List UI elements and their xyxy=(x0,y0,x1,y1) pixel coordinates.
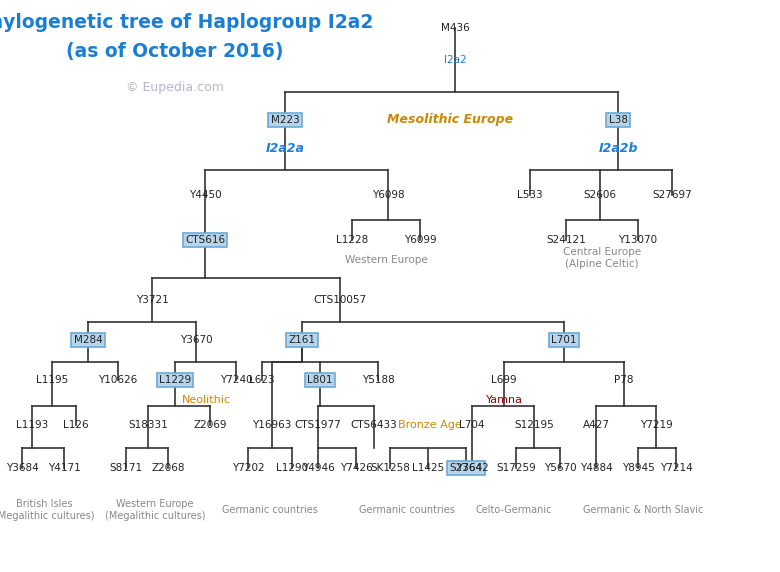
Text: Y7240: Y7240 xyxy=(220,375,252,385)
Text: Western Europe: Western Europe xyxy=(345,255,427,265)
Text: © Eupedia.com: © Eupedia.com xyxy=(126,81,224,94)
Text: Germanic countries: Germanic countries xyxy=(359,505,455,515)
Text: Y3721: Y3721 xyxy=(136,295,168,305)
Text: L623: L623 xyxy=(249,375,275,385)
Text: S2606: S2606 xyxy=(583,190,616,200)
Text: L1193: L1193 xyxy=(16,420,48,430)
Text: SK1258: SK1258 xyxy=(370,463,410,473)
Text: Y10626: Y10626 xyxy=(98,375,137,385)
Text: S18331: S18331 xyxy=(128,420,168,430)
Text: Bronze Age: Bronze Age xyxy=(398,420,462,430)
Text: Y7426: Y7426 xyxy=(339,463,372,473)
Text: L699: L699 xyxy=(491,375,517,385)
Text: Y7214: Y7214 xyxy=(660,463,693,473)
Text: S8171: S8171 xyxy=(109,463,143,473)
Text: Y4171: Y4171 xyxy=(48,463,80,473)
Text: S12195: S12195 xyxy=(514,420,554,430)
Text: Y6099: Y6099 xyxy=(404,235,436,245)
Text: Germanic & North Slavic: Germanic & North Slavic xyxy=(583,505,704,515)
Text: A427: A427 xyxy=(583,420,609,430)
Text: CTS616: CTS616 xyxy=(185,235,225,245)
Text: Y3670: Y3670 xyxy=(179,335,212,345)
Text: I2a2a: I2a2a xyxy=(265,141,304,154)
Text: Mesolithic Europe: Mesolithic Europe xyxy=(387,113,513,126)
Text: M436: M436 xyxy=(441,23,470,33)
Text: Celto-Germanic: Celto-Germanic xyxy=(476,505,552,515)
Text: L1425: L1425 xyxy=(412,463,444,473)
Text: L1195: L1195 xyxy=(36,375,68,385)
Text: I2a2b: I2a2b xyxy=(598,141,638,154)
Text: Y6098: Y6098 xyxy=(372,190,404,200)
Text: L533: L533 xyxy=(517,190,543,200)
Text: S27697: S27697 xyxy=(652,190,692,200)
Text: Y16963: Y16963 xyxy=(252,420,292,430)
Text: Y4884: Y4884 xyxy=(580,463,612,473)
Text: (as of October 2016): (as of October 2016) xyxy=(66,42,284,62)
Text: L801: L801 xyxy=(307,375,333,385)
Text: Phylogenetic tree of Haplogroup I2a2: Phylogenetic tree of Haplogroup I2a2 xyxy=(0,13,374,31)
Text: S24121: S24121 xyxy=(546,235,586,245)
Text: CTS10057: CTS10057 xyxy=(314,295,367,305)
Text: Y5670: Y5670 xyxy=(544,463,576,473)
Text: P78: P78 xyxy=(615,375,633,385)
Text: CTS1977: CTS1977 xyxy=(295,420,342,430)
Text: Western Europe
(Megalithic cultures): Western Europe (Megalithic cultures) xyxy=(105,499,205,521)
Text: S2364: S2364 xyxy=(449,463,483,473)
Text: L1229: L1229 xyxy=(159,375,191,385)
Text: Central Europe
(Alpine Celtic): Central Europe (Alpine Celtic) xyxy=(563,247,641,269)
Text: I2a2: I2a2 xyxy=(444,55,466,65)
Text: Y7202: Y7202 xyxy=(232,463,264,473)
Text: L38: L38 xyxy=(608,115,627,125)
Text: M223: M223 xyxy=(271,115,300,125)
Text: Y5188: Y5188 xyxy=(362,375,395,385)
Text: Z2068: Z2068 xyxy=(151,463,185,473)
Text: Neolithic: Neolithic xyxy=(182,395,231,405)
Text: Germanic countries: Germanic countries xyxy=(222,505,318,515)
Text: Y13070: Y13070 xyxy=(619,235,658,245)
Text: Y8945: Y8945 xyxy=(622,463,654,473)
Text: L704: L704 xyxy=(459,420,484,430)
Text: L126: L126 xyxy=(63,420,89,430)
Text: Y7642: Y7642 xyxy=(456,463,488,473)
Text: L1228: L1228 xyxy=(336,235,368,245)
Text: L1290: L1290 xyxy=(276,463,308,473)
Text: Y4946: Y4946 xyxy=(302,463,335,473)
Text: British Isles
(Megalithic cultures): British Isles (Megalithic cultures) xyxy=(0,499,94,521)
Text: L701: L701 xyxy=(551,335,576,345)
Text: Y3684: Y3684 xyxy=(5,463,38,473)
Text: Y4450: Y4450 xyxy=(189,190,222,200)
Text: Yamna: Yamna xyxy=(485,395,523,405)
Text: Z161: Z161 xyxy=(289,335,315,345)
Text: Z2069: Z2069 xyxy=(193,420,227,430)
Text: S17259: S17259 xyxy=(496,463,536,473)
Text: CTS6433: CTS6433 xyxy=(351,420,397,430)
Text: M284: M284 xyxy=(73,335,102,345)
Text: Y7219: Y7219 xyxy=(640,420,672,430)
